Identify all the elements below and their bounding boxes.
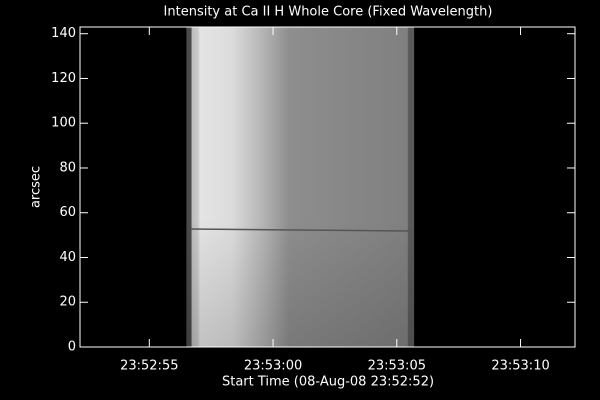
x-tick-label: 23:52:55 [120, 359, 178, 374]
x-tick-label: 23:53:00 [244, 359, 302, 374]
x-axis-label: Start Time (08-Aug-08 23:52:52) [222, 375, 434, 390]
y-tick-label: 120 [51, 71, 76, 86]
y-tick-label: 80 [59, 160, 76, 175]
y-tick-label: 100 [51, 116, 76, 131]
y-axis-label: arcsec [29, 166, 44, 208]
y-tick-label: 40 [59, 250, 76, 265]
image-shade [186, 27, 415, 347]
x-tick-label: 23:53:10 [491, 359, 549, 374]
chart-title: Intensity at Ca II H Whole Core (Fixed W… [164, 5, 493, 20]
image-streak [190, 228, 411, 232]
x-tick-label: 23:53:05 [368, 359, 426, 374]
plot-frame [79, 26, 576, 348]
y-tick-label: 140 [51, 26, 76, 41]
y-tick-label: 20 [59, 295, 76, 310]
y-tick-label: 60 [59, 205, 76, 220]
y-tick-label: 0 [68, 340, 76, 355]
